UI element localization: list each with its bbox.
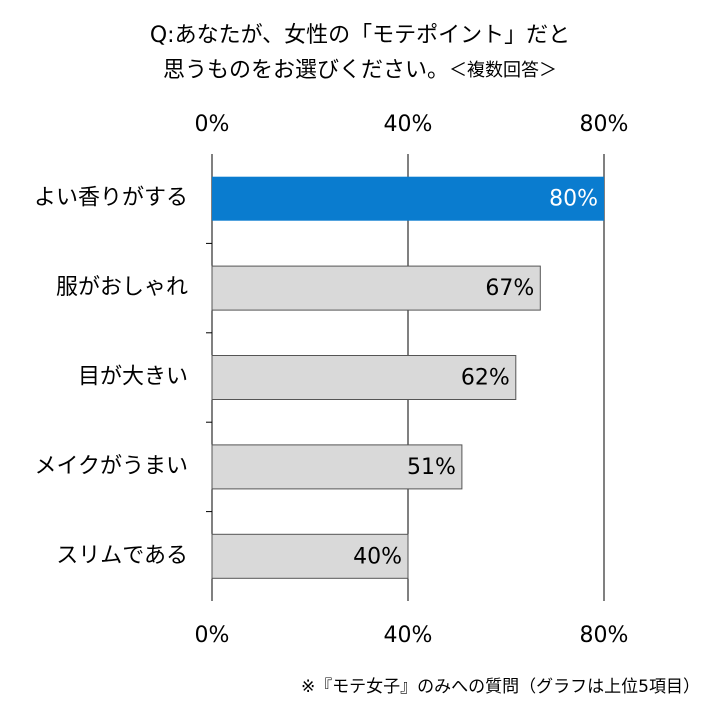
y-tick-label: スリムである	[56, 543, 188, 568]
bar	[212, 176, 604, 221]
value-label: 51%	[407, 455, 456, 480]
x-tick-label: 80%	[580, 623, 629, 648]
chart-title: 思うものをお選びください。	[163, 58, 449, 83]
x-tick-label: 80%	[580, 112, 629, 137]
bar	[211, 265, 541, 311]
y-tick-label: 服がおしゃれ	[56, 275, 188, 300]
value-label: 40%	[353, 544, 402, 569]
value-label: 67%	[485, 276, 534, 301]
x-tick-label: 40%	[384, 112, 433, 137]
bar	[211, 533, 409, 579]
x-tick-label: 40%	[384, 623, 433, 648]
value-label: 62%	[461, 366, 510, 391]
bar	[211, 355, 517, 400]
chart-title: 思うものをお選びください。＜複数回答＞	[163, 58, 557, 83]
chart-title: Q:あなたが、女性の「モテポイント」だと	[150, 23, 570, 48]
y-tick-label: メイクがうまい	[34, 454, 188, 479]
y-tick-label: 目が大きい	[78, 365, 188, 390]
value-label: 80%	[549, 187, 598, 212]
x-tick-label: 0%	[195, 112, 230, 137]
y-tick-label: よい香りがする	[34, 186, 188, 211]
footnote: ※『モテ女子』のみへの質問（グラフは上位5項目）	[301, 677, 700, 697]
x-tick-label: 0%	[195, 623, 230, 648]
bar	[211, 444, 463, 490]
chart-subtitle: ＜複数回答＞	[449, 60, 557, 81]
